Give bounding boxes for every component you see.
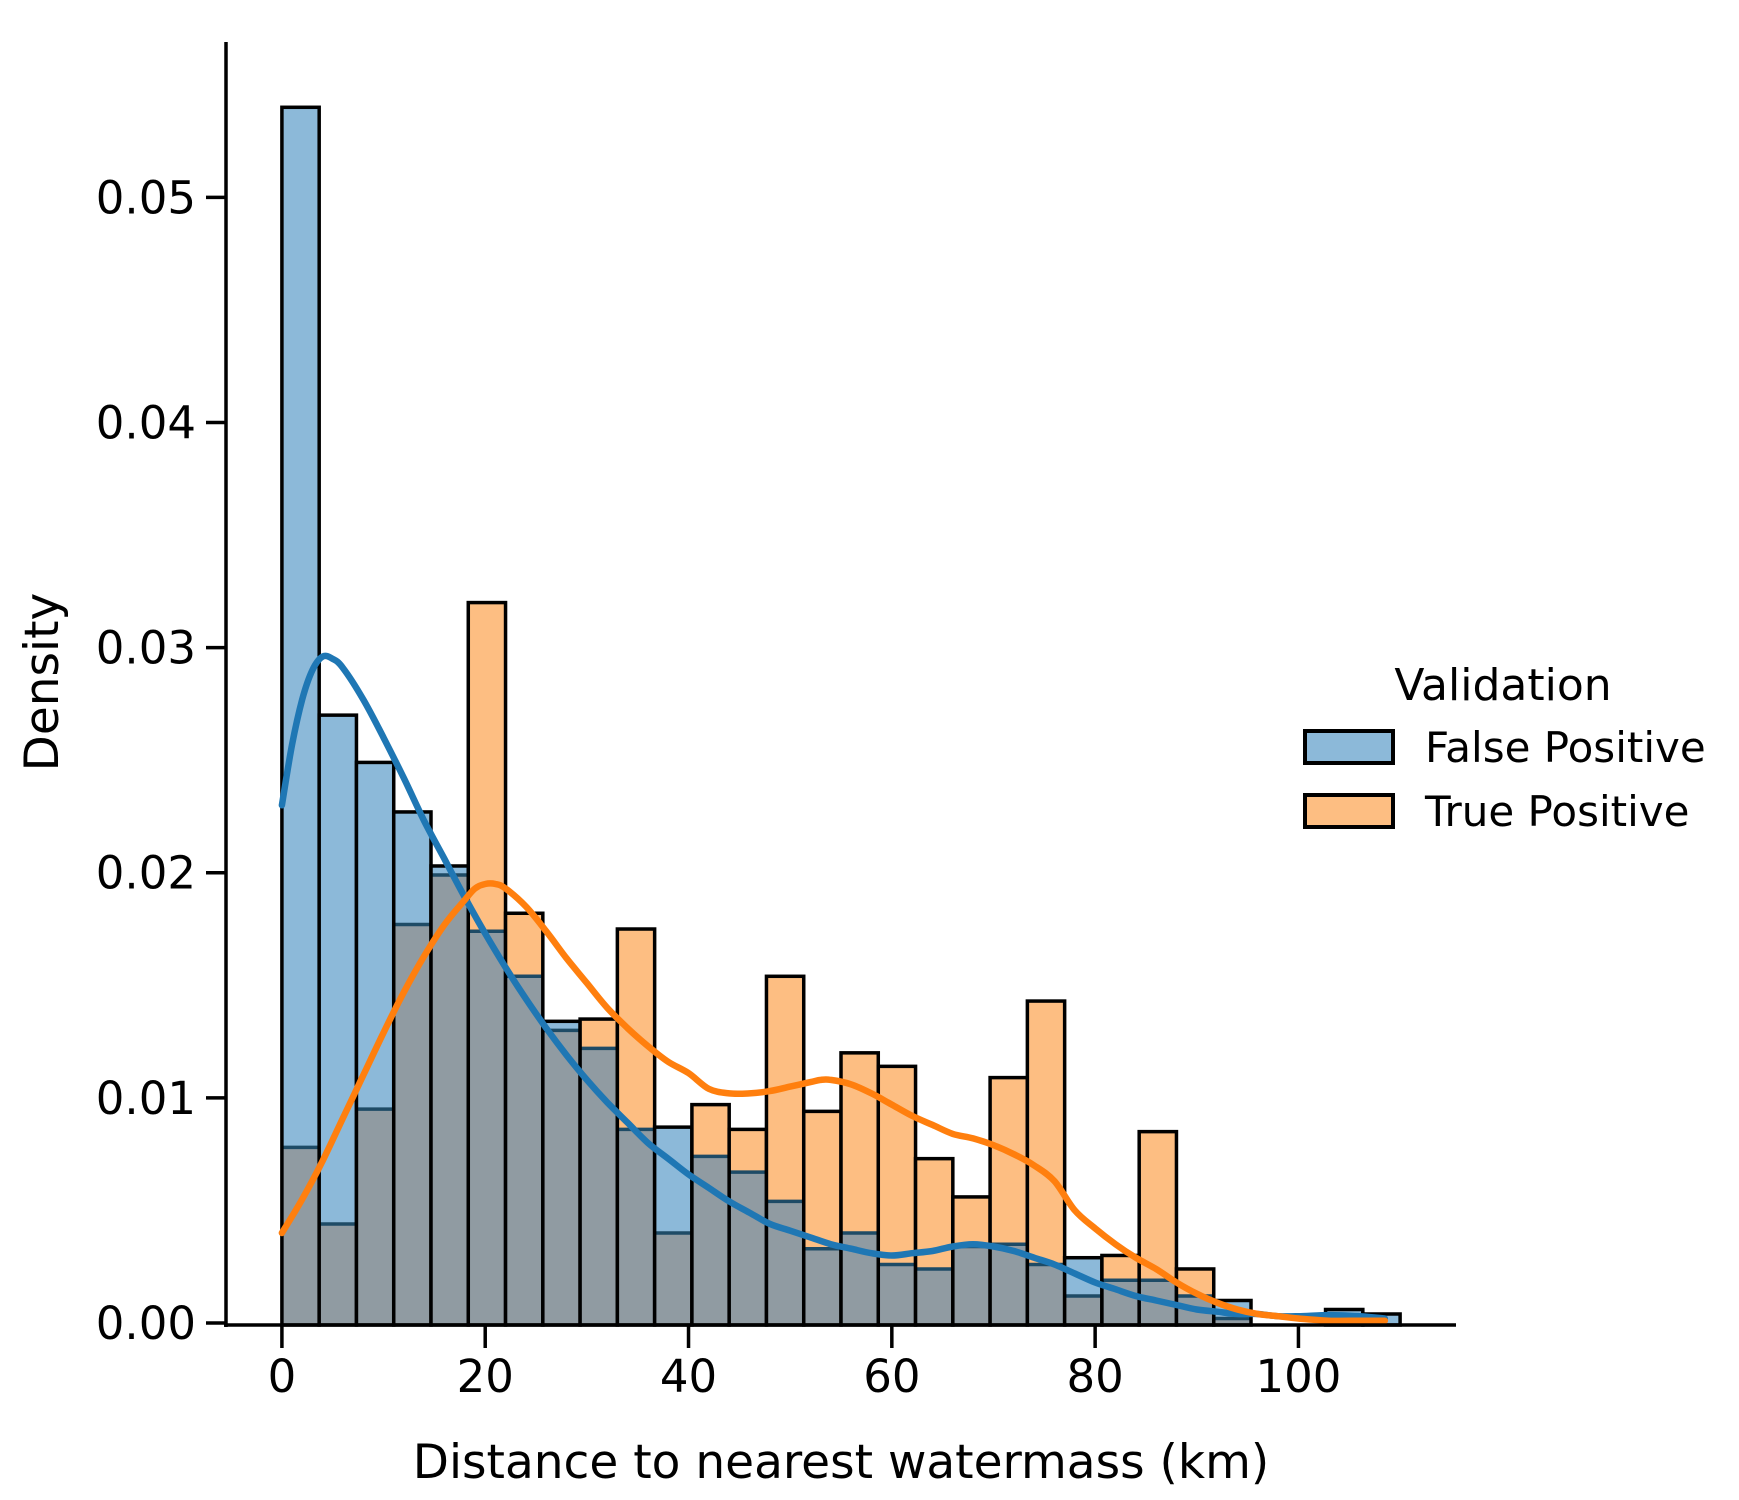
y-tick-label: 0.04 [96, 396, 196, 449]
histogram-overlap [1064, 1295, 1102, 1325]
legend: Validation False Positive True Positive [1303, 660, 1706, 836]
histogram-overlap [990, 1244, 1028, 1325]
histogram-bars [280, 105, 1402, 1327]
axis-ticks: 0 20 40 60 80 100 0.00 0.01 0.02 0.03 0.04 0.05 [96, 171, 1342, 1403]
histogram-overlap [431, 874, 469, 1325]
histogram-overlap [803, 1248, 842, 1325]
histogram-overlap [617, 1129, 655, 1325]
y-tick-label: 0.05 [96, 171, 196, 224]
histogram-overlap [1213, 1318, 1252, 1325]
x-tick-label: 40 [660, 1350, 717, 1403]
y-tick-label: 0.03 [96, 622, 196, 675]
x-axis-label: Distance to nearest watermass (km) [413, 1435, 1269, 1490]
histogram-overlap [319, 1223, 357, 1325]
y-tick-label: 0.02 [96, 847, 196, 900]
histogram-overlap [952, 1246, 991, 1325]
x-tick-label: 100 [1255, 1350, 1341, 1403]
histogram-overlap [654, 1232, 692, 1325]
histogram-overlap [356, 1109, 394, 1325]
legend-title: Validation [1394, 660, 1611, 711]
kde-curve-true-positive [278, 880, 1389, 1325]
histogram-overlap [878, 1264, 916, 1325]
histogram-overlap [729, 1172, 767, 1325]
histogram-overlap [766, 1201, 804, 1325]
x-tick-label: 0 [268, 1350, 297, 1403]
legend-swatch-false-positive [1303, 729, 1395, 765]
kde-curve-false-positive [278, 652, 1389, 1322]
y-axis-label: Density [15, 593, 70, 772]
x-tick-label: 60 [863, 1350, 920, 1403]
histogram-overlap [393, 924, 432, 1325]
histogram-overlap [915, 1268, 953, 1325]
histogram-overlap [1027, 1264, 1065, 1325]
y-tick-label: 0.01 [96, 1072, 196, 1125]
axes-spines [224, 42, 1456, 1327]
y-tick-label: 0.00 [96, 1297, 196, 1350]
histogram-overlap [542, 1030, 581, 1325]
x-tick-label: 20 [457, 1350, 514, 1403]
kde-curves [278, 652, 1389, 1325]
histogram-overlap [505, 976, 543, 1325]
legend-label-false-positive: False Positive [1425, 723, 1706, 772]
x-tick-label: 80 [1066, 1350, 1123, 1403]
histogram-overlap [468, 931, 506, 1325]
legend-label-true-positive: True Positive [1424, 787, 1689, 836]
legend-swatch-true-positive [1303, 793, 1395, 829]
